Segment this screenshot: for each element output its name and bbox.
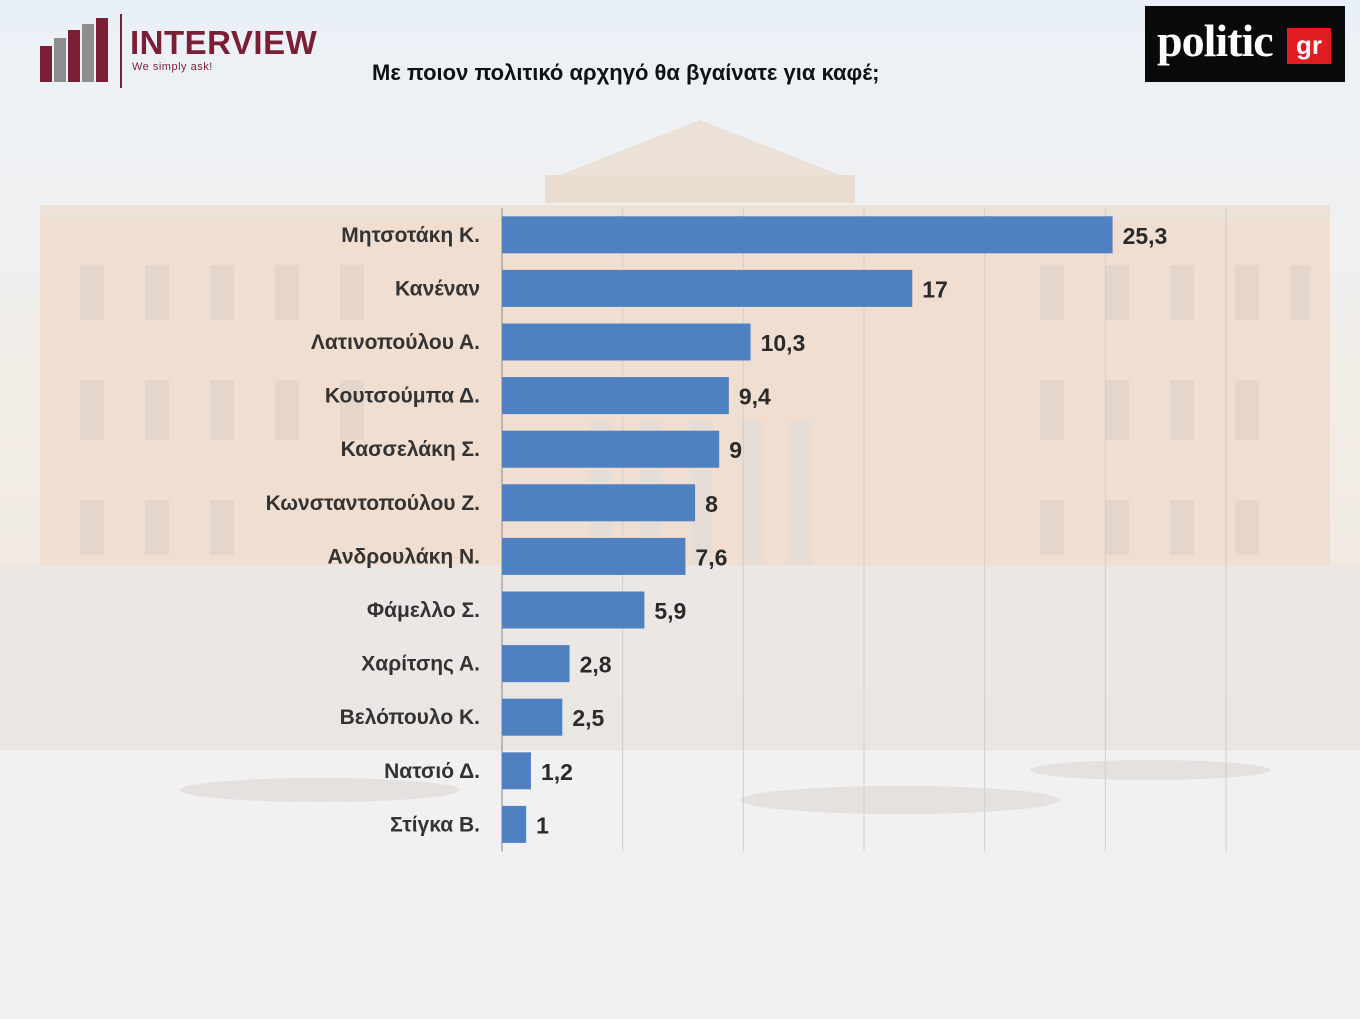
data-label: 5,9 xyxy=(654,598,686,624)
category-label: Μητσοτάκη Κ. xyxy=(341,224,480,247)
data-label: 2,5 xyxy=(572,705,604,731)
bar xyxy=(502,430,720,468)
bar xyxy=(502,269,913,307)
data-label: 2,8 xyxy=(580,652,612,678)
category-label: Βελόπουλο Κ. xyxy=(340,706,480,729)
bar xyxy=(502,377,729,415)
bar xyxy=(502,805,527,843)
bar xyxy=(502,752,531,790)
interview-logo: INTERVIEW We simply ask! xyxy=(38,14,348,90)
category-label: Ανδρουλάκη Ν. xyxy=(327,545,480,568)
bar xyxy=(502,591,645,629)
data-label: 8 xyxy=(705,491,718,517)
politic-wordmark: politic xyxy=(1157,15,1274,66)
data-label: 7,6 xyxy=(695,544,727,570)
interview-bars-icon xyxy=(40,18,108,82)
bar xyxy=(502,537,686,575)
bar xyxy=(502,323,751,361)
category-label: Χαρίτσης Α. xyxy=(361,653,480,676)
page-title: Με ποιον πολιτικό αρχηγό θα βγαίνατε για… xyxy=(372,60,880,85)
category-label: Κουτσούμπα Δ. xyxy=(325,385,480,408)
bar xyxy=(502,698,563,736)
bar xyxy=(502,484,696,522)
politic-logo: politic gr xyxy=(1145,6,1345,82)
category-label: Στίγκα Β. xyxy=(390,813,480,836)
data-label: 9,4 xyxy=(739,384,771,410)
data-label: 17 xyxy=(922,276,948,302)
category-label: Κανέναν xyxy=(395,277,480,300)
data-label: 9 xyxy=(729,437,742,463)
category-label: Νατσιό Δ. xyxy=(384,760,480,783)
category-label: Λατινοπούλου Α. xyxy=(311,331,480,354)
data-label: 1 xyxy=(536,812,549,838)
data-label: 1,2 xyxy=(541,759,573,785)
category-label: Κασσελάκη Σ. xyxy=(341,438,480,461)
data-label: 25,3 xyxy=(1123,223,1168,249)
category-label: Κωνσταντοπούλου Ζ. xyxy=(266,492,480,515)
politic-gr-badge: gr xyxy=(1287,28,1331,64)
interview-wordmark: INTERVIEW xyxy=(130,24,318,61)
category-label: Φάμελλο Σ. xyxy=(367,599,480,622)
logo-divider xyxy=(120,14,122,88)
bar xyxy=(502,645,570,683)
interview-tagline: We simply ask! xyxy=(132,61,213,73)
bar xyxy=(502,216,1113,254)
data-label: 10,3 xyxy=(761,330,806,356)
